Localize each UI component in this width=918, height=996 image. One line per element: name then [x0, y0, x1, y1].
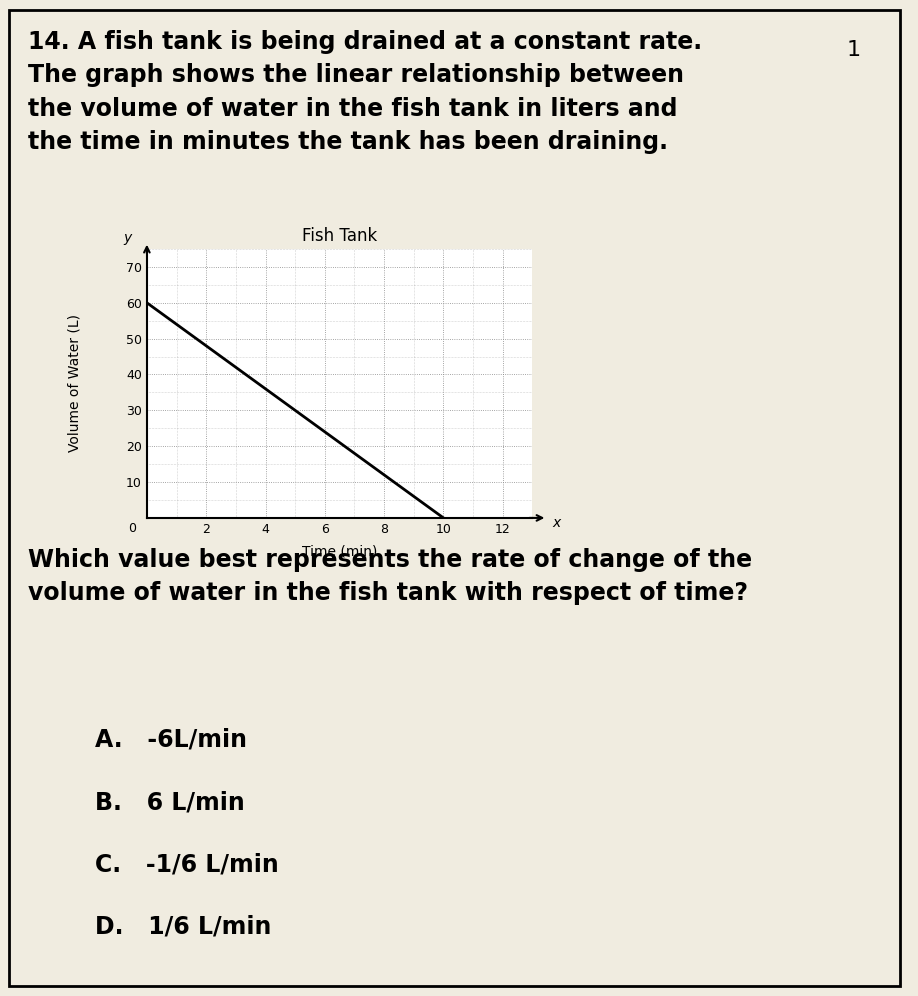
- Title: Fish Tank: Fish Tank: [302, 227, 377, 245]
- Text: D.   1/6 L/min: D. 1/6 L/min: [95, 914, 272, 938]
- Text: 0: 0: [128, 522, 136, 535]
- Text: A.   -6L/min: A. -6L/min: [95, 728, 248, 752]
- Text: Which value best represents the rate of change of the
volume of water in the fis: Which value best represents the rate of …: [28, 548, 752, 606]
- Text: y: y: [123, 231, 131, 245]
- Text: 1: 1: [846, 40, 861, 60]
- Y-axis label: Volume of Water (L): Volume of Water (L): [68, 315, 82, 452]
- Text: C.   -1/6 L/min: C. -1/6 L/min: [95, 853, 279, 876]
- Text: x: x: [552, 516, 560, 530]
- X-axis label: Time (min): Time (min): [302, 544, 377, 558]
- Text: 14. A fish tank is being drained at a constant rate.
The graph shows the linear : 14. A fish tank is being drained at a co…: [28, 30, 701, 154]
- Text: B.   6 L/min: B. 6 L/min: [95, 790, 245, 814]
